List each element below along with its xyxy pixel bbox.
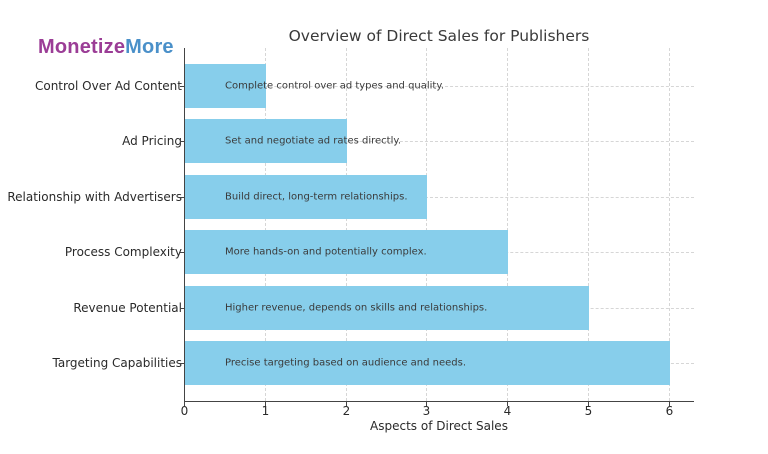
bar	[185, 64, 266, 108]
bar-annotation: More hands-on and potentially complex.	[225, 246, 427, 258]
x-axis-spine	[184, 401, 694, 402]
y-tick	[180, 363, 184, 364]
y-tick-label: Control Over Ad Content	[34, 79, 182, 93]
bar-annotation: Precise targeting based on audience and …	[225, 357, 467, 369]
y-gridline	[184, 197, 694, 198]
x-gridline	[265, 48, 266, 401]
y-tick	[180, 197, 184, 198]
chart-title: Overview of Direct Sales for Publishers	[288, 27, 590, 45]
x-gridline	[346, 48, 347, 401]
x-tick-label: 5	[584, 404, 593, 418]
x-gridline	[507, 48, 508, 401]
x-gridline	[669, 48, 670, 401]
x-tick	[426, 402, 427, 406]
x-tick	[507, 402, 508, 406]
x-tick	[346, 402, 347, 406]
x-tick-label: 6	[665, 404, 674, 418]
logo-part-monetize: Monetize	[38, 36, 126, 58]
x-axis-title: Aspects of Direct Sales	[370, 419, 508, 433]
x-tick-label: 1	[261, 404, 270, 418]
bar	[185, 175, 427, 219]
bar	[185, 230, 508, 274]
bar	[185, 341, 670, 385]
y-tick-label: Process Complexity	[64, 245, 182, 259]
y-tick	[180, 308, 184, 309]
x-tick	[265, 402, 266, 406]
y-axis-spine	[184, 48, 185, 402]
bar	[185, 119, 347, 163]
y-tick	[180, 86, 184, 87]
y-tick-label: Targeting Capabilities	[52, 356, 183, 370]
y-tick-label: Relationship with Advertisers	[7, 190, 182, 204]
bar-annotation: Set and negotiate ad rates directly.	[225, 135, 402, 147]
x-tick-label: 4	[503, 404, 512, 418]
bar-annotation: Complete control over ad types and quali…	[225, 80, 445, 92]
x-tick	[588, 402, 589, 406]
bar-annotation: Higher revenue, depends on skills and re…	[225, 302, 488, 314]
x-tick	[184, 402, 185, 406]
y-tick	[180, 252, 184, 253]
x-tick-label: 0	[180, 404, 189, 418]
x-tick-label: 2	[342, 404, 351, 418]
y-tick	[180, 141, 184, 142]
x-gridline	[426, 48, 427, 401]
x-tick	[669, 402, 670, 406]
y-tick-label: Ad Pricing	[122, 134, 182, 148]
x-gridline	[588, 48, 589, 401]
y-gridline	[184, 141, 694, 142]
x-tick-label: 3	[422, 404, 431, 418]
logo-part-more: More	[125, 36, 174, 58]
monetizemore-logo: MonetizeMore	[38, 36, 174, 59]
y-tick-label: Revenue Potential	[73, 301, 182, 315]
y-gridline	[184, 86, 694, 87]
bar-annotation: Build direct, long-term relationships.	[225, 191, 408, 203]
bar	[185, 286, 589, 330]
